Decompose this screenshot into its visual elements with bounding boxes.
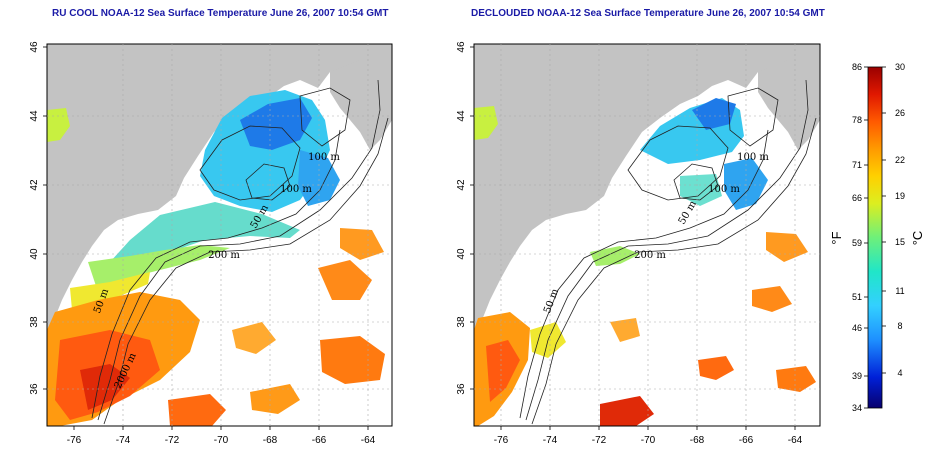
left-map [47,44,392,426]
celsius-unit: °C [910,231,925,246]
fahrenheit-tick-label: 59 [852,238,862,248]
fahrenheit-tick-label: 39 [852,371,862,381]
celsius-tick-label: 19 [895,191,905,201]
celsius-tick-label: 8 [897,321,902,331]
longitude-tick-label: -74 [543,435,558,446]
fahrenheit-unit: °F [829,231,844,244]
right-graticule [474,44,820,426]
latitude-tick-label: 46 [29,41,40,53]
longitude-tick-label: -64 [788,435,803,446]
contour-label: 100 m [308,152,340,163]
contour-label: 200 m [634,250,666,261]
contour-label: 200 m [208,250,240,261]
longitude-tick-label: -66 [312,435,327,446]
contour-label: 100 m [737,152,769,163]
left-panel-title: RU COOL NOAA-12 Sea Surface Temperature … [52,8,389,19]
longitude-tick-label: -66 [739,435,754,446]
fahrenheit-tick-label: 66 [852,193,862,203]
fahrenheit-tick-label: 46 [852,323,862,333]
latitude-tick-label: 40 [29,248,40,260]
right-panel-title: DECLOUDED NOAA-12 Sea Surface Temperatur… [471,8,825,19]
latitude-tick-label: 42 [456,179,467,191]
latitude-tick-label: 46 [456,41,467,53]
celsius-tick-label: 30 [895,62,905,72]
longitude-tick-label: -76 [67,435,82,446]
latitude-tick-label: 38 [29,316,40,328]
longitude-tick-label: -68 [263,435,278,446]
axis-tick-labels: -76 -74 -72 -70 -68 -66 -64 36 38 40 42 44 46 -76 -74 -… [29,41,803,446]
fahrenheit-tick-label: 51 [852,292,862,302]
contour-label: 100 m [708,184,740,195]
longitude-tick-label: -70 [214,435,229,446]
fahrenheit-tick-label: 34 [852,403,862,413]
colorbar-labels: 86 78 71 66 59 51 46 39 34 30 26 22 19 15 11 8 4 [852,62,905,413]
left-map-frame [46,43,393,427]
longitude-tick-label: -70 [641,435,656,446]
latitude-tick-label: 40 [456,248,467,260]
fahrenheit-tick-label: 86 [852,62,862,72]
colorbar-ticks [864,66,886,409]
longitude-tick-label: -64 [361,435,376,446]
longitude-tick-label: -68 [690,435,705,446]
longitude-tick-label: -72 [592,435,607,446]
celsius-tick-label: 22 [895,155,905,165]
fahrenheit-tick-label: 71 [852,160,862,170]
celsius-tick-label: 11 [895,286,904,296]
colorbar [867,66,883,409]
land-mass [47,44,392,330]
latitude-tick-label: 44 [29,110,40,122]
latitude-tick-label: 36 [29,383,40,395]
contour-label: 100 m [280,184,312,195]
latitude-tick-label: 44 [456,110,467,122]
longitude-tick-label: -74 [116,435,131,446]
latitude-tick-label: 42 [29,179,40,191]
latitude-tick-label: 38 [456,316,467,328]
right-map [474,44,820,426]
land-mass [474,44,820,330]
fahrenheit-tick-label: 78 [852,115,862,125]
longitude-tick-label: -76 [494,435,509,446]
longitude-tick-label: -72 [165,435,180,446]
celsius-tick-label: 26 [895,108,905,118]
celsius-tick-label: 15 [895,237,905,247]
right-map-frame [473,43,821,427]
celsius-tick-label: 4 [897,368,902,378]
latitude-tick-label: 36 [456,383,467,395]
left-graticule [47,44,392,426]
